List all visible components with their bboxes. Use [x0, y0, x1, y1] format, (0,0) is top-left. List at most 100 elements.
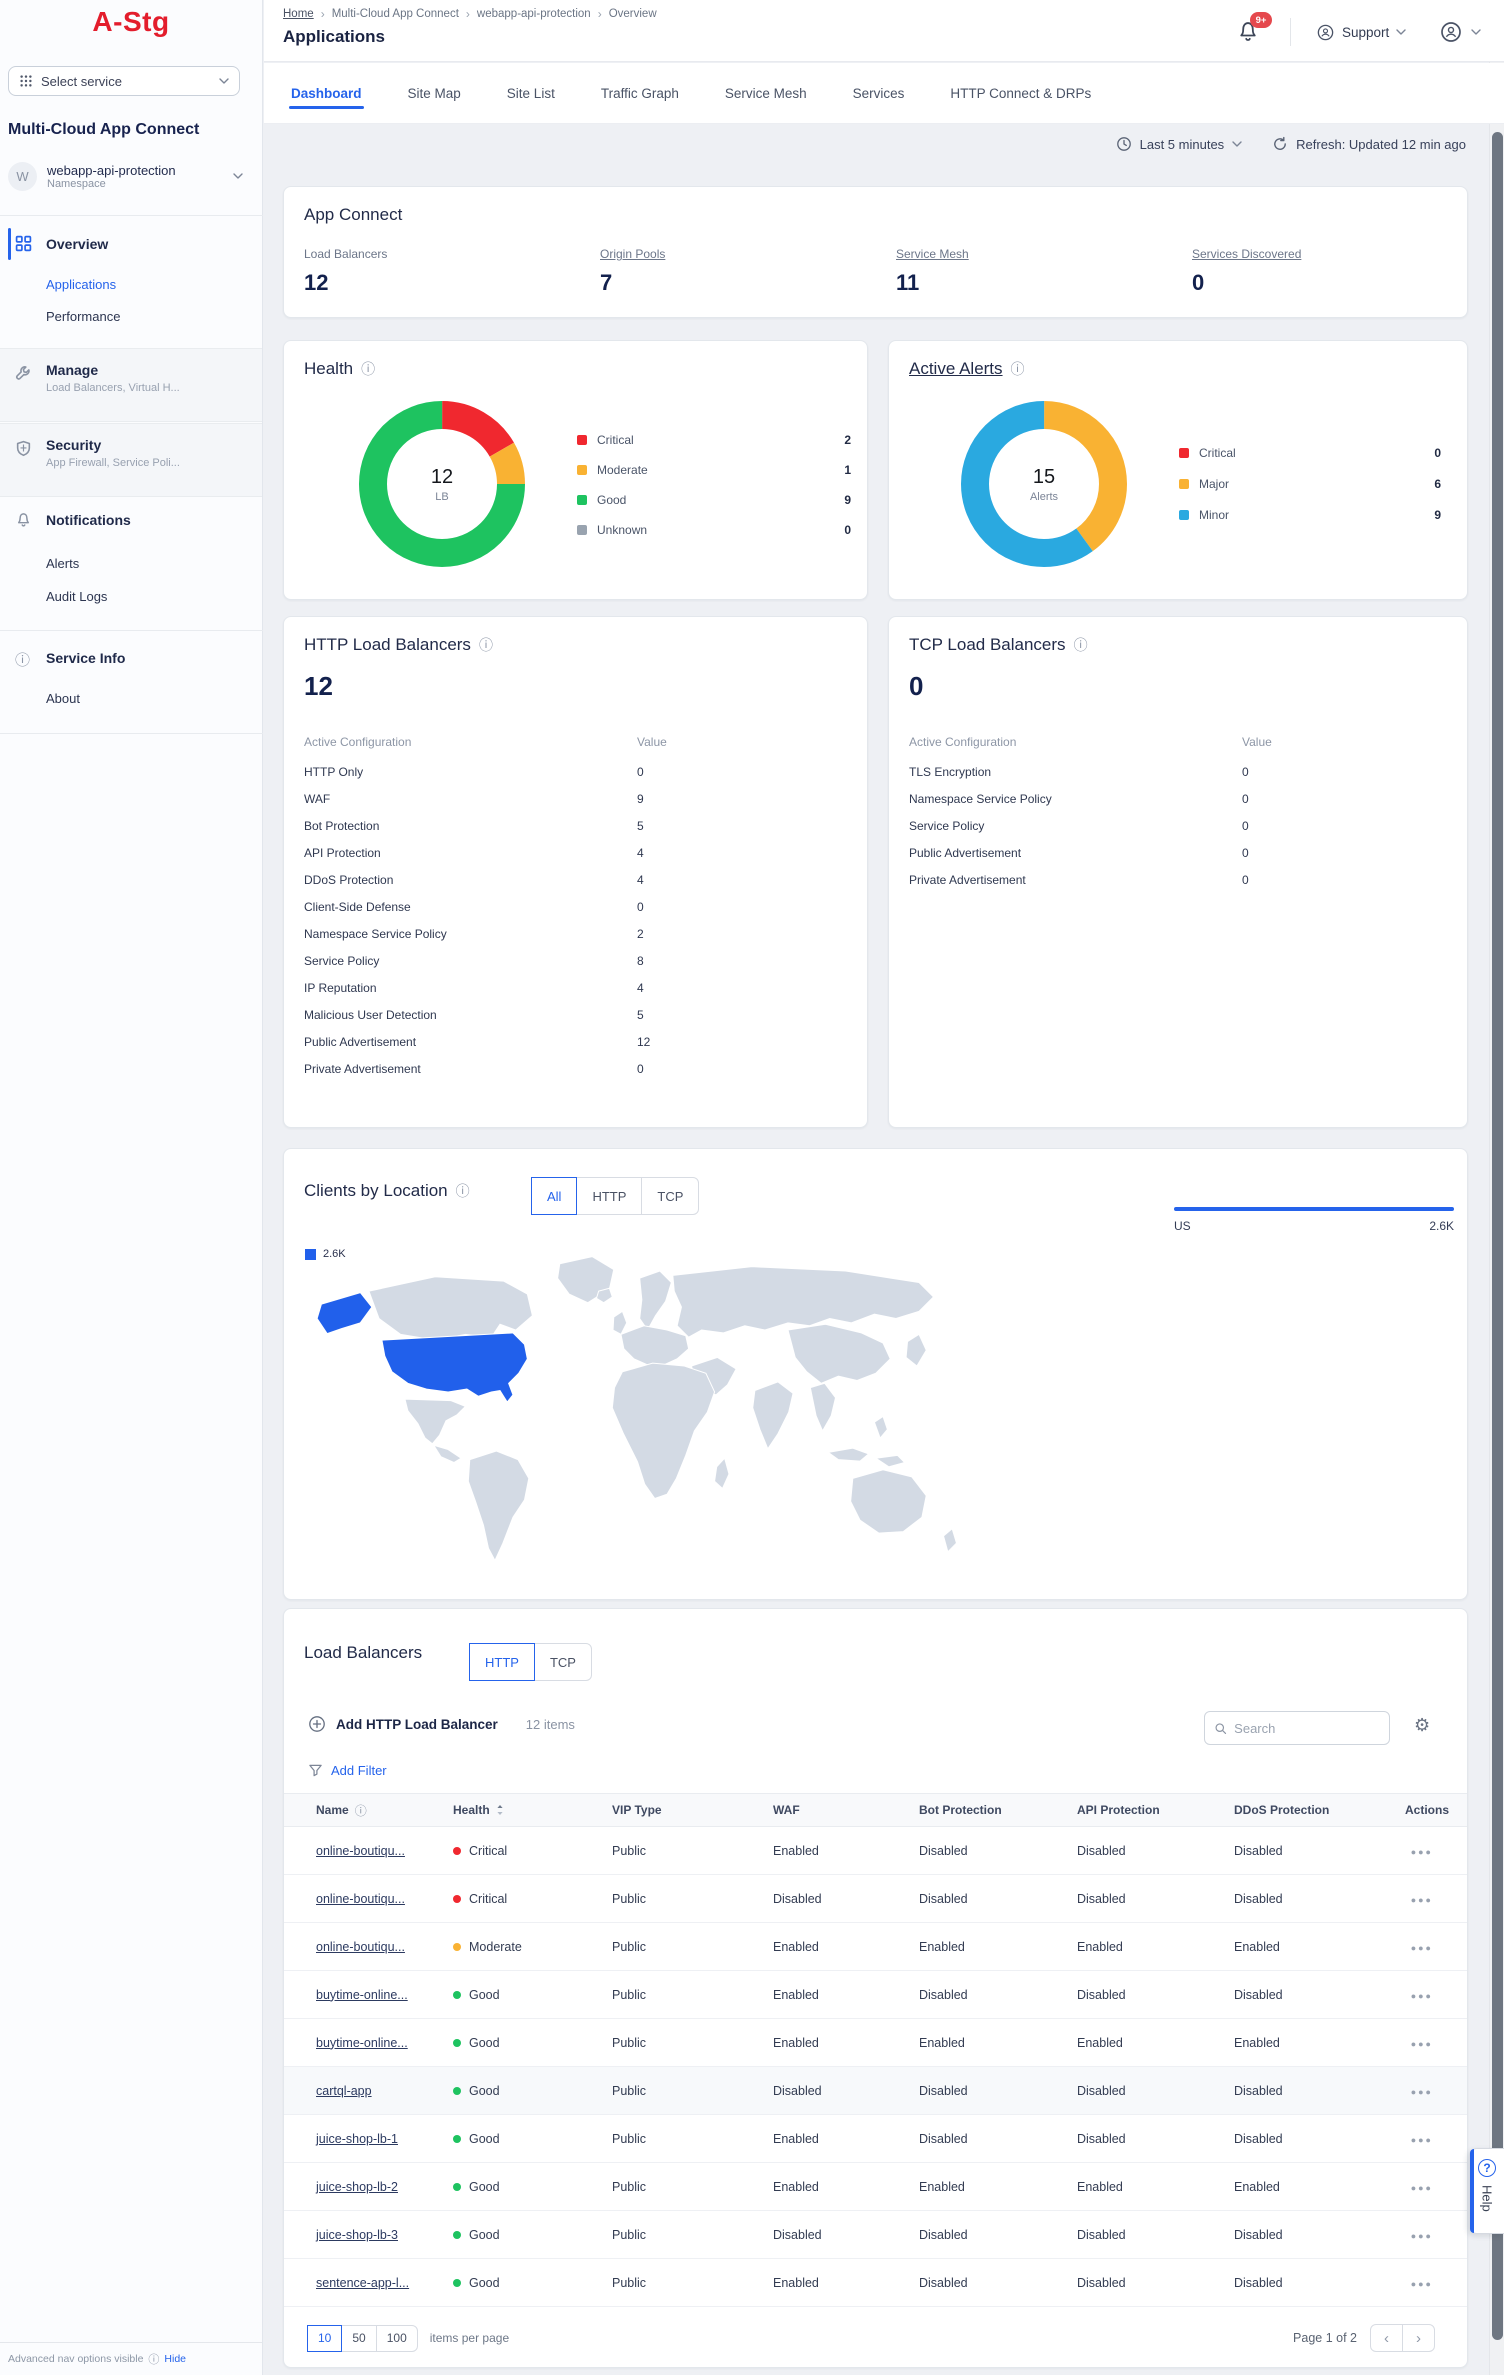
lb-name-link[interactable]: online-boutiqu... — [316, 1891, 405, 1906]
support-menu[interactable]: Support — [1316, 18, 1406, 46]
info-icon[interactable]: ⓘ — [1073, 637, 1088, 653]
stat[interactable]: Service Mesh 11 — [896, 247, 1192, 296]
legend-swatch — [577, 435, 587, 445]
row-actions-menu-icon[interactable]: ●●● — [1405, 2039, 1467, 2049]
tab[interactable]: Service Mesh — [723, 86, 809, 123]
info-icon[interactable]: ⓘ — [354, 1803, 367, 1818]
lb-name-link[interactable]: online-boutiqu... — [316, 1843, 405, 1858]
time-range-dropdown[interactable]: Last 5 minutes — [1116, 136, 1243, 152]
row-actions-menu-icon[interactable]: ●●● — [1405, 1847, 1467, 1857]
table-row: juice-shop-lb-1 Good Public Enabled Disa… — [284, 2115, 1467, 2163]
sidebar-item-performance[interactable]: Performance — [46, 309, 121, 324]
lb-name-link[interactable]: sentence-app-l... — [316, 2275, 410, 2290]
legend-value: 0 — [1434, 445, 1441, 460]
toggle-button[interactable]: HTTP — [576, 1177, 643, 1215]
divider — [0, 215, 263, 216]
stat[interactable]: Services Discovered 0 — [1192, 247, 1488, 296]
notifications-bell-button[interactable]: 9+ — [1236, 12, 1272, 48]
tab[interactable]: Services — [851, 86, 907, 123]
refresh-button[interactable]: Refresh: Updated 12 min ago — [1272, 136, 1466, 152]
page-size-button[interactable]: 50 — [341, 2324, 377, 2352]
grid-dots-icon — [20, 75, 32, 87]
sidebar-item-audit-logs[interactable]: Audit Logs — [46, 589, 108, 604]
breadcrumb-item[interactable]: webapp-api-protection — [476, 8, 591, 20]
add-filter-button[interactable]: Add Filter — [308, 1763, 387, 1778]
lb-name-link[interactable]: juice-shop-lb-2 — [316, 2179, 398, 2194]
row-actions-menu-icon[interactable]: ●●● — [1405, 2135, 1467, 2145]
card-title-link[interactable]: Active Alerts — [909, 359, 1003, 378]
col-waf[interactable]: WAF — [773, 1803, 800, 1817]
prev-page-button[interactable]: ‹ — [1370, 2324, 1403, 2352]
toggle-button[interactable]: TCP — [533, 1643, 592, 1681]
col-api-protection[interactable]: API Protection — [1077, 1803, 1160, 1817]
help-tab[interactable]: ? Help — [1469, 2148, 1504, 2234]
col-bot-protection[interactable]: Bot Protection — [919, 1803, 1002, 1817]
sidebar-item-overview[interactable]: Overview — [15, 228, 255, 260]
config-row: Namespace Service Policy 2 — [304, 927, 847, 954]
lb-name-link[interactable]: juice-shop-lb-1 — [316, 2131, 398, 2146]
col-ddos-protection[interactable]: DDoS Protection — [1234, 1803, 1330, 1817]
sidebar-item-about[interactable]: About — [46, 691, 80, 706]
tab[interactable]: Dashboard — [289, 86, 364, 123]
info-icon[interactable]: ⓘ — [361, 361, 376, 377]
config-row: Client-Side Defense 0 — [304, 900, 847, 927]
vip-type-cell: Public — [612, 2275, 647, 2290]
hide-nav-button[interactable]: Hide — [164, 2353, 187, 2365]
info-icon[interactable]: ⓘ — [478, 637, 493, 653]
lb-name-link[interactable]: buytime-online... — [316, 1987, 408, 2002]
breadcrumb-item[interactable]: Multi-Cloud App Connect — [331, 8, 459, 20]
lb-name-link[interactable]: juice-shop-lb-3 — [316, 2227, 398, 2242]
row-actions-menu-icon[interactable]: ●●● — [1405, 2231, 1467, 2241]
col-health[interactable]: Health — [453, 1803, 490, 1817]
sidebar-item-alerts[interactable]: Alerts — [46, 556, 80, 571]
toggle-button[interactable]: All — [531, 1177, 578, 1215]
page-size-button[interactable]: 10 — [307, 2324, 343, 2352]
lb-name-link[interactable]: buytime-online... — [316, 2035, 408, 2050]
table-settings-gear-icon[interactable]: ⚙ — [1414, 1715, 1431, 1735]
row-actions-menu-icon[interactable]: ●●● — [1405, 2279, 1467, 2289]
legend-label: Unknown — [597, 523, 648, 537]
tab[interactable]: Traffic Graph — [599, 86, 681, 123]
config-value: 8 — [637, 954, 644, 968]
next-page-button[interactable]: › — [1402, 2324, 1435, 2352]
search-input[interactable] — [1234, 1720, 1380, 1736]
toggle-button[interactable]: HTTP — [469, 1643, 535, 1681]
bell-icon — [1240, 22, 1256, 41]
app-connect-card: App Connect Load Balancers 12 Origin Poo… — [283, 186, 1468, 318]
scrollbar-thumb[interactable] — [1491, 132, 1503, 2340]
lb-name-link[interactable]: cartql-app — [316, 2083, 372, 2098]
info-icon[interactable]: ⓘ — [1010, 361, 1025, 377]
sidebar-item-security[interactable]: Security App Firewall, Service Poli... — [0, 423, 262, 497]
stat[interactable]: Load Balancers 12 — [304, 247, 600, 296]
config-value: 0 — [1242, 846, 1249, 860]
stat[interactable]: Origin Pools 7 — [600, 247, 896, 296]
row-actions-menu-icon[interactable]: ●●● — [1405, 1991, 1467, 2001]
config-value: 4 — [637, 846, 644, 860]
search-field[interactable] — [1204, 1711, 1390, 1745]
namespace-selector[interactable]: W webapp-api-protection Namespace — [8, 158, 255, 194]
lb-name-link[interactable]: online-boutiqu... — [316, 1939, 405, 1954]
sidebar-item-manage[interactable]: Manage Load Balancers, Virtual H... — [0, 348, 262, 422]
sidebar-item-service-info[interactable]: ⓘ Service Info — [15, 646, 255, 674]
health-donut-chart — [359, 401, 525, 567]
row-actions-menu-icon[interactable]: ●●● — [1405, 1943, 1467, 1953]
page-size-button[interactable]: 100 — [375, 2324, 418, 2352]
tab[interactable]: Site Map — [406, 86, 463, 123]
info-icon[interactable]: ⓘ — [455, 1183, 470, 1199]
sort-icon[interactable] — [496, 1804, 504, 1816]
col-vip-type[interactable]: VIP Type — [612, 1803, 662, 1817]
sidebar-item-applications[interactable]: Applications — [46, 277, 117, 292]
account-menu[interactable] — [1439, 18, 1481, 46]
sidebar-item-notifications[interactable]: Notifications — [15, 508, 255, 536]
col-name[interactable]: Name — [316, 1803, 349, 1817]
select-service-dropdown[interactable]: Select service — [8, 66, 240, 96]
tab[interactable]: Site List — [505, 86, 557, 123]
row-actions-menu-icon[interactable]: ●●● — [1405, 1895, 1467, 1905]
row-actions-menu-icon[interactable]: ●●● — [1405, 2183, 1467, 2193]
health-status-dot — [453, 2134, 461, 2143]
toggle-button[interactable]: TCP — [641, 1177, 700, 1215]
breadcrumb-home[interactable]: Home — [283, 8, 314, 20]
add-http-lb-button[interactable]: Add HTTP Load Balancer — [336, 1716, 498, 1732]
tab[interactable]: HTTP Connect & DRPs — [948, 86, 1093, 123]
row-actions-menu-icon[interactable]: ●●● — [1405, 2087, 1467, 2097]
